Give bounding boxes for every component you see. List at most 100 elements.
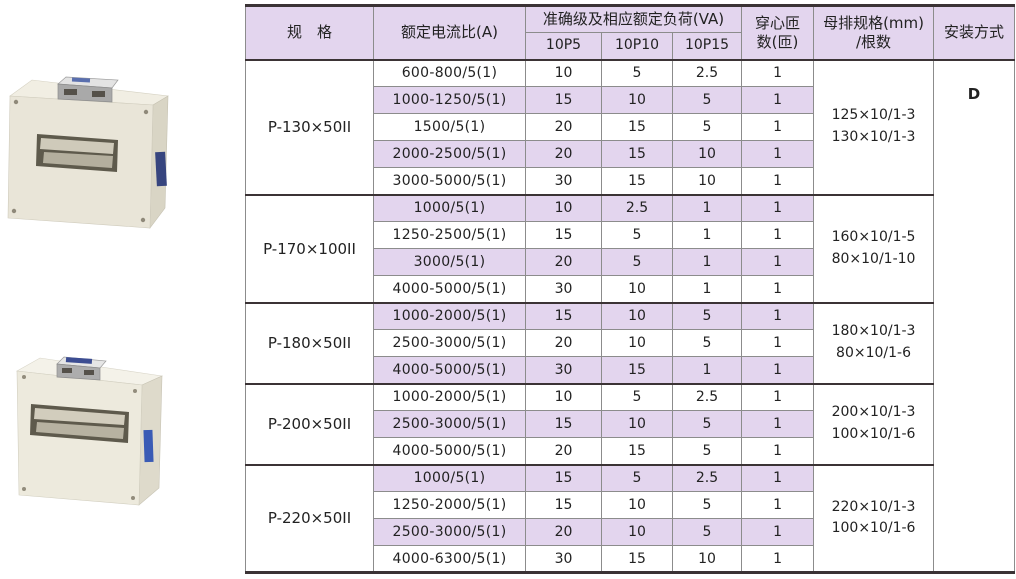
busbar-line: 80×10/1-10 [831,250,916,267]
ratio-cell: 4000-5000/5(1) [373,275,526,303]
col-header-busbar: 母排规格(mm) /根数 [813,5,935,61]
turns-cell: 1 [741,113,815,141]
busbar-line: 220×10/1-3 [831,498,916,515]
table-row: P-170×100II 1000/5(1) 10 2.5 1 1 160×10/… [245,193,1015,303]
ratio-cell: 1000-2000/5(1) [373,382,526,411]
p10-cell: 10 [601,275,673,303]
p10-cell: 5 [601,221,673,249]
ratio-cell: 1500/5(1) [373,113,526,141]
p5-cell: 20 [525,437,602,465]
p10-cell: 5 [601,59,673,87]
p10-cell: 15 [601,140,673,168]
table-row: 1000-1250/5(1) 15 10 5 1 [246,86,1015,114]
spec-p180x50: P-180×50II [245,301,374,384]
spec-table: 规 格 额定电流比(A) 准确级及相应额定负荷(VA) 穿心匝 数(匝) 母排规… [245,4,1016,574]
busbar-line: 200×10/1-3 [831,404,916,421]
turns-cell: 1 [741,59,815,87]
p5-cell: 20 [525,113,602,141]
turns-cell: 1 [741,275,815,303]
p15-cell: 2.5 [671,59,743,87]
p5-cell: 15 [525,86,602,114]
p5-cell: 15 [525,410,602,438]
p5-cell: 10 [525,59,602,87]
p10-cell: 15 [601,545,673,573]
p5-cell: 30 [525,545,602,573]
turns-cell: 1 [741,221,815,249]
p5-cell: 10 [525,193,602,222]
p15-cell: 10 [671,545,743,573]
table-row: 1250-2500/5(1) 15 5 1 1 [246,221,1015,249]
spec-p130x50: P-130×50II [245,59,374,195]
busbar-line: 80×10/1-6 [836,345,911,361]
spec-p200x50: P-200×50II [245,382,374,465]
table-row: P-200×50II 1000-2000/5(1) 10 5 2.5 1 200… [245,382,1015,465]
p10-cell: 5 [601,382,673,411]
p15-cell: 5 [671,86,743,114]
p15-cell: 10 [671,167,743,195]
ratio-cell: 3000-5000/5(1) [373,167,526,195]
col-header-install: 安装方式 [933,5,1016,61]
turns-cell: 1 [741,193,815,222]
spec-p220x50: P-220×50II [245,463,374,573]
col-header-turns-line1: 穿心匝 [755,14,801,32]
busbar-line: 125×10/1-3 [831,107,916,124]
p10-cell: 10 [601,491,673,519]
current-transformer-photo-small [7,76,169,229]
col-header-turns-line2: 数(匝) [756,32,799,51]
turns-cell: 1 [741,518,815,546]
p5-cell: 30 [525,167,602,195]
table-row: 2000-2500/5(1) 20 15 10 1 [246,140,1015,168]
table-row: P-130×50II 600-800/5(1) 10 5 2.5 1 125×1… [245,59,1016,573]
ratio-cell: 1000-2000/5(1) [373,301,526,330]
p10-cell: 15 [601,437,673,465]
p5-cell: 15 [525,491,602,519]
p15-cell: 1 [671,221,743,249]
ratio-cell: 4000-6300/5(1) [373,545,526,573]
p10-cell: 10 [601,301,673,330]
p15-cell: 5 [671,301,743,330]
col-header-10p15: 10P15 [671,32,743,61]
p10-cell: 15 [601,356,673,384]
table-row: 4000-6300/5(1) 30 15 10 1 [246,545,1015,573]
p10-cell: 5 [601,248,673,276]
p5-cell: 20 [525,518,602,546]
p15-cell: 2.5 [671,463,743,492]
table-row: 1500/5(1) 20 15 5 1 [246,113,1015,141]
p15-cell: 5 [671,437,743,465]
turns-cell: 1 [741,463,815,492]
p5-cell: 30 [525,356,602,384]
p15-cell: 5 [671,329,743,357]
busbar-p170x100: 160×10/1-5 80×10/1-10 [813,193,935,303]
spec-p170x100: P-170×100II [245,193,374,303]
header-row-1: 规 格 额定电流比(A) 准确级及相应额定负荷(VA) 穿心匝 数(匝) 母排规… [245,5,1016,61]
turns-cell: 1 [741,437,815,465]
p5-cell: 20 [525,140,602,168]
p5-cell: 20 [525,248,602,276]
ratio-cell: 2500-3000/5(1) [373,329,526,357]
col-header-turns: 穿心匝 数(匝) [741,5,815,61]
p5-cell: 20 [525,329,602,357]
busbar-line: 180×10/1-3 [831,323,916,340]
turns-cell: 1 [741,329,815,357]
ratio-cell: 1250-2500/5(1) [373,221,526,249]
turns-cell: 1 [741,248,815,276]
p15-cell: 5 [671,410,743,438]
busbar-line: 100×10/1-6 [831,426,916,442]
col-header-10p10: 10P10 [601,32,673,61]
p15-cell: 1 [671,356,743,384]
p10-cell: 15 [601,167,673,195]
p5-cell: 15 [525,463,602,492]
ratio-cell: 4000-5000/5(1) [373,356,526,384]
p10-cell: 10 [601,518,673,546]
ratio-cell: 1000/5(1) [373,193,526,222]
p15-cell: 2.5 [671,382,743,411]
p10-cell: 10 [601,410,673,438]
turns-cell: 1 [741,167,815,195]
p5-cell: 15 [525,301,602,330]
table-row: 2500-3000/5(1) 15 10 5 1 [246,410,1015,438]
p15-cell: 1 [671,275,743,303]
col-header-ratio: 额定电流比(A) [373,5,526,61]
p15-cell: 5 [671,113,743,141]
p10-cell: 10 [601,329,673,357]
